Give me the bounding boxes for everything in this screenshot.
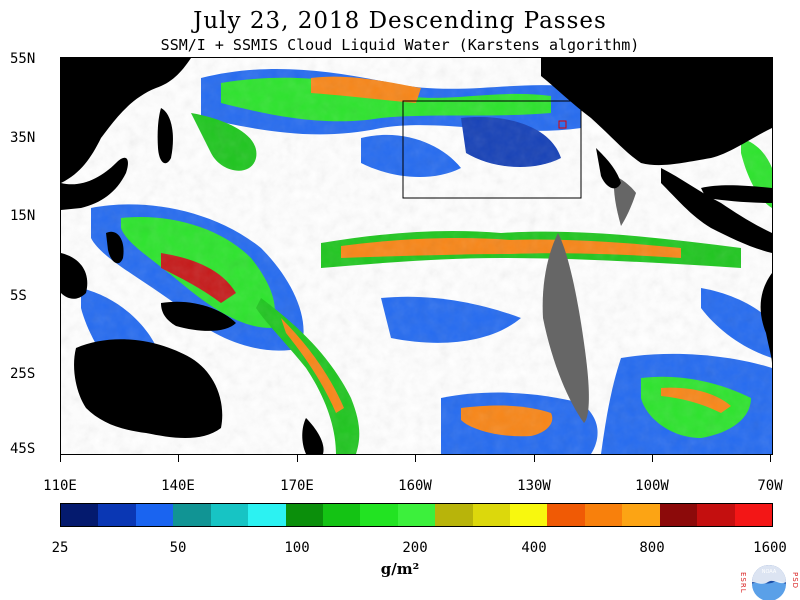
colorbar-label-200: 200 [402,540,428,556]
lon-tick [415,454,416,462]
lat-label-55n: 55N [10,51,36,67]
colorbar-swatch [622,504,660,526]
colorbar-swatch [510,504,548,526]
colorbar-swatch [285,504,323,526]
lon-label-110e: 110E [43,478,77,494]
map-canvas [61,58,772,454]
lat-label-35n: 35N [10,130,36,146]
colorbar-swatch [397,504,436,526]
lon-label-170e: 170E [280,478,314,494]
missing-data [542,176,636,423]
land-baja [596,148,621,189]
lon-label-70w: 70W [757,478,783,494]
colorbar-swatch [435,504,473,526]
colorbar-label-1600: 1600 [753,540,787,556]
lon-tick [770,454,771,462]
land-australia [74,339,223,438]
lon-label-130w: 130W [517,478,551,494]
lat-label-15n: 15N [10,208,36,224]
cloud-water-map [60,57,773,455]
colorbar-swatch [322,504,361,526]
land-asia [61,58,191,183]
map-title: July 23, 2018 Descending Passes [193,8,607,34]
colorbar-swatch [584,504,623,526]
logo-center-text: NOAA [762,569,777,575]
colorbar-swatch [248,504,286,526]
lon-tick [652,454,653,462]
lon-label-160w: 160W [398,478,432,494]
colorbar-label-25: 25 [51,540,69,556]
lon-tick [60,454,61,462]
logo-left-text: ESRL [739,572,747,594]
lon-tick [178,454,179,462]
lon-label-140e: 140E [161,478,195,494]
land-china-coast [61,157,128,210]
colorbar-swatch [360,504,398,526]
lon-label-100w: 100W [635,478,669,494]
logo-right-text: PSD [791,572,799,589]
site-marker-box [558,120,567,129]
colorbar-swatch [210,504,249,526]
colorbar-swatch [734,504,773,526]
lat-label-45s: 45S [10,441,36,457]
colorbar-swatch [697,504,735,526]
colorbar-label-800: 800 [639,540,665,556]
colorbar-swatch [659,504,698,526]
land-borneo [61,253,88,299]
land-new-guinea [161,301,236,331]
colorbar-swatch [173,504,211,526]
land-new-zealand [302,418,324,454]
land-gulf-coast [701,185,772,203]
missing-swath-north [613,176,636,226]
land-north-america [541,58,772,166]
map-subtitle: SSM/I + SSMIS Cloud Liquid Water (Karste… [160,36,640,54]
colorbar-swatch [61,504,99,526]
noaa-esrl-psd-logo: NOAA ESRL PSD [739,565,799,600]
land-south-america [760,273,772,363]
region-box [402,100,582,199]
land-philippines [106,231,124,264]
lat-label-5s: 5S [10,288,27,304]
colorbar-label-100: 100 [284,540,310,556]
colorbar-label-400: 400 [521,540,547,556]
colorbar-swatch [472,504,511,526]
colorbar-swatch [547,504,585,526]
land-central-america [661,168,772,253]
land-japan [157,108,173,164]
colorbar-swatch [98,504,136,526]
colorbar-label-50: 50 [169,540,187,556]
lat-label-25s: 25S [10,366,36,382]
lon-tick [534,454,535,462]
units-label: g/m² [380,560,420,578]
land [61,58,772,454]
colorbar [60,503,773,527]
colorbar-swatch [135,504,174,526]
lon-tick [297,454,298,462]
missing-swath-south [542,233,589,423]
